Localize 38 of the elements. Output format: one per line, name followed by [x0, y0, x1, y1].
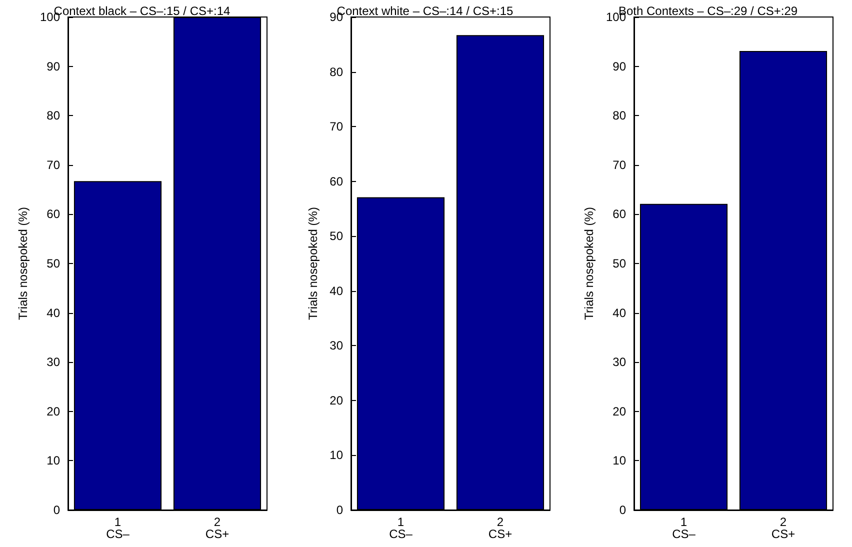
y-tick-label: 10: [612, 454, 626, 468]
y-tick-label: 80: [46, 108, 60, 123]
y-tick-label: 10: [330, 448, 344, 462]
y-tick-label: 0: [619, 503, 626, 517]
y-tick-label: 50: [46, 256, 60, 270]
y-tick-label: 0: [53, 503, 60, 517]
y-tick-label: 30: [46, 355, 60, 370]
y-tick-label: 70: [46, 158, 60, 172]
y-axis-title: Trials nosepoked (%): [306, 207, 320, 320]
y-tick-label: 60: [612, 207, 626, 222]
y-axis-title: Trials nosepoked (%): [582, 207, 596, 320]
x-tick-label: 1 CS–: [672, 515, 696, 541]
y-tick-label: 70: [612, 158, 626, 172]
y-tick-label: 50: [330, 229, 344, 244]
y-tick-label: 30: [330, 338, 344, 353]
y-tick-label: 80: [612, 108, 626, 123]
y-tick-label: 20: [330, 393, 344, 408]
x-tick-label: 2 CS+: [771, 515, 796, 541]
y-tick-label: 40: [330, 284, 344, 298]
x-tick-label: 1 CS–: [106, 515, 130, 541]
y-tick-label: 10: [46, 454, 60, 468]
x-tick-label: 2 CS+: [488, 515, 512, 541]
y-tick-label: 70: [330, 120, 344, 134]
y-tick-label: 50: [612, 256, 626, 270]
y-tick-label: 0: [336, 503, 344, 517]
y-tick-label: 20: [612, 404, 626, 418]
y-tick-label: 20: [46, 404, 60, 418]
y-tick-label: 80: [330, 64, 344, 79]
y-tick-label: 40: [46, 306, 60, 320]
y-tick-label: 90: [46, 59, 60, 74]
y-tick-label: 30: [612, 355, 626, 370]
y-tick-label: 90: [612, 59, 626, 74]
y-tick-label: 60: [330, 174, 344, 188]
y-axis-title: Trials nosepoked (%): [16, 207, 30, 320]
y-tick-label: 40: [612, 306, 626, 320]
x-tick-label: 2 CS+: [205, 515, 230, 541]
y-tick-label: 60: [46, 207, 60, 222]
x-tick-label: 1 CS–: [389, 515, 413, 541]
